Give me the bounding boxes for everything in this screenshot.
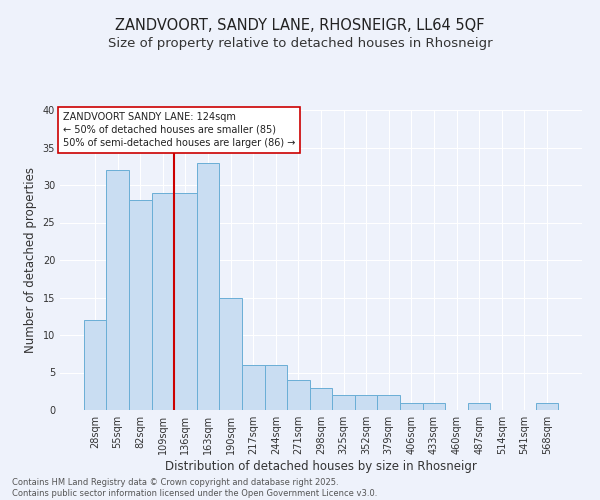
Bar — [287, 380, 310, 410]
Bar — [84, 320, 106, 410]
Bar — [536, 402, 558, 410]
Bar — [106, 170, 129, 410]
Bar — [242, 365, 265, 410]
Bar — [422, 402, 445, 410]
Bar — [377, 395, 400, 410]
Bar — [332, 395, 355, 410]
Text: ZANDVOORT, SANDY LANE, RHOSNEIGR, LL64 5QF: ZANDVOORT, SANDY LANE, RHOSNEIGR, LL64 5… — [115, 18, 485, 32]
Bar — [129, 200, 152, 410]
Text: Contains HM Land Registry data © Crown copyright and database right 2025.
Contai: Contains HM Land Registry data © Crown c… — [12, 478, 377, 498]
Text: ZANDVOORT SANDY LANE: 124sqm
← 50% of detached houses are smaller (85)
50% of se: ZANDVOORT SANDY LANE: 124sqm ← 50% of de… — [62, 112, 295, 148]
Bar — [355, 395, 377, 410]
Bar — [265, 365, 287, 410]
Y-axis label: Number of detached properties: Number of detached properties — [24, 167, 37, 353]
Bar — [400, 402, 422, 410]
Bar — [310, 388, 332, 410]
Bar — [468, 402, 490, 410]
Bar — [174, 192, 197, 410]
Bar — [197, 162, 220, 410]
Text: Size of property relative to detached houses in Rhosneigr: Size of property relative to detached ho… — [107, 38, 493, 51]
Bar — [220, 298, 242, 410]
Bar — [152, 192, 174, 410]
X-axis label: Distribution of detached houses by size in Rhosneigr: Distribution of detached houses by size … — [165, 460, 477, 473]
